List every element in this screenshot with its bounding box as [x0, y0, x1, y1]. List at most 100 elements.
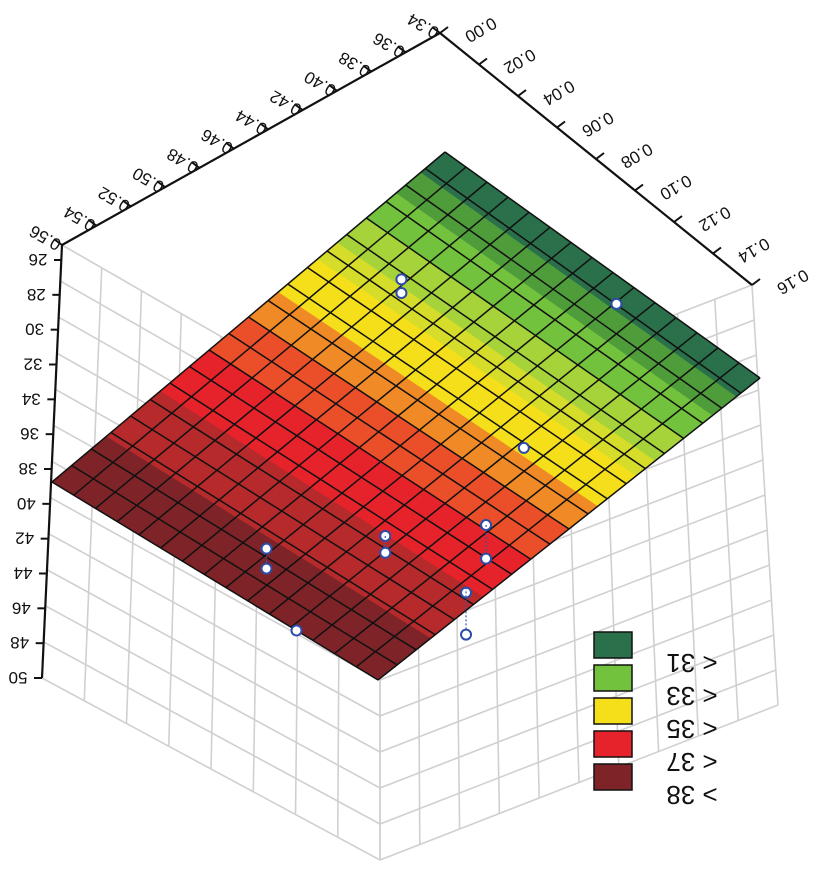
mesh-line: [365, 217, 685, 440]
legend: < 31< 33< 35< 37> 38: [593, 631, 718, 810]
tick-mark: [225, 141, 235, 150]
tick-mark: [517, 89, 527, 97]
tick-label: 0.38: [335, 48, 373, 81]
observation-point: [260, 562, 273, 575]
axis-vertical: [40, 244, 64, 679]
observation-point: [290, 624, 303, 637]
mesh-line: [385, 200, 704, 424]
mesh-line: [51, 481, 379, 681]
tick-mark: [478, 57, 488, 66]
legend-swatch: [593, 697, 633, 725]
observation-point: [395, 273, 408, 286]
mesh-line: [228, 332, 551, 545]
mesh-line: [355, 362, 740, 668]
mesh-line: [94, 181, 488, 509]
right-wall-grid-h: [379, 634, 774, 789]
tick-label: 50: [9, 668, 28, 687]
mesh-line: [268, 302, 656, 615]
tick-label: 0.02: [501, 45, 539, 78]
tick-label: 0.40: [301, 67, 339, 100]
mesh-line: [290, 317, 677, 628]
right-wall-grid-h: [379, 704, 779, 861]
tick-mark: [751, 278, 761, 286]
mesh-line: [287, 283, 608, 500]
mesh-line: [71, 464, 398, 666]
tick-mark: [595, 152, 605, 160]
mesh-line: [160, 226, 551, 549]
mesh-line: [73, 166, 467, 496]
tick-mark: [673, 215, 683, 223]
mesh-line: [90, 448, 417, 651]
mesh-line: [138, 211, 530, 536]
mesh-line: [444, 151, 761, 379]
tick-mark: [259, 122, 269, 131]
mesh-line: [149, 398, 474, 606]
observation-point: [260, 542, 273, 555]
mesh-line: [225, 271, 614, 589]
left-wall-grid-h: [48, 532, 381, 717]
tick-mark: [556, 120, 566, 129]
left-wall-grid-h: [43, 641, 381, 825]
tick-mark: [439, 26, 449, 34]
tick-label: 0.16: [774, 265, 812, 298]
tick-label: 0.12: [696, 202, 734, 235]
mesh-line: [203, 256, 593, 575]
mesh-line: [51, 151, 446, 483]
tick-label: 0.36: [370, 29, 408, 62]
observation-point: [480, 552, 493, 565]
observation-points: [260, 273, 623, 641]
left-wall-grid-h: [44, 605, 381, 789]
response-surface: [51, 151, 761, 681]
tick-label: 0.00: [462, 13, 500, 46]
mesh-line: [189, 365, 513, 575]
tick-label: 0.14: [735, 234, 773, 267]
mesh-line: [247, 287, 635, 602]
tick-mark: [293, 103, 304, 111]
tick-mark: [431, 26, 441, 34]
tick-label: 32: [24, 355, 43, 374]
mesh-line: [116, 196, 509, 523]
left-wall-grid-h: [49, 496, 381, 681]
legend-swatch: [593, 730, 633, 758]
tick-label: 0.56: [26, 221, 64, 254]
tick-label: 46: [12, 598, 31, 617]
tick-label: 38: [19, 459, 38, 478]
mesh-line: [312, 332, 698, 641]
tick-label: 30: [25, 320, 44, 339]
tick-label: 0.08: [618, 139, 656, 172]
tick-label: 44: [14, 564, 33, 583]
tick-mark: [156, 180, 166, 188]
tick-label: 0.48: [164, 144, 202, 177]
mesh-line: [326, 250, 646, 470]
mesh-line: [346, 233, 665, 455]
tick-label: 0.44: [232, 106, 270, 139]
tick-mark: [190, 161, 201, 169]
mesh-line: [181, 241, 572, 562]
right-wall-grid-h: [379, 529, 768, 681]
mesh-line: [208, 349, 532, 560]
observation-point: [395, 287, 408, 300]
tick-label: 36: [20, 424, 39, 443]
axis-back-left: [61, 32, 441, 246]
tick-label: 0.52: [95, 183, 133, 216]
observation-point: [460, 628, 473, 641]
tick-mark: [87, 218, 97, 227]
legend-label: < 37: [666, 747, 717, 777]
mesh-line: [267, 299, 589, 515]
mesh-line: [248, 316, 570, 530]
tick-mark: [53, 238, 63, 246]
mesh-line: [169, 382, 494, 591]
tick-label: 0.46: [198, 125, 236, 158]
mesh-line: [405, 184, 723, 409]
observation-point: [379, 546, 392, 559]
legend-label: < 31: [666, 648, 717, 678]
tick-label: 0.04: [540, 76, 578, 109]
tick-mark: [634, 183, 644, 192]
tick-mark: [328, 84, 338, 92]
mesh-line: [130, 415, 455, 621]
tick-label: 0.42: [267, 86, 305, 119]
tick-mark: [362, 64, 372, 73]
tick-label: 40: [17, 494, 36, 513]
left-wall-grid-h: [46, 569, 381, 753]
